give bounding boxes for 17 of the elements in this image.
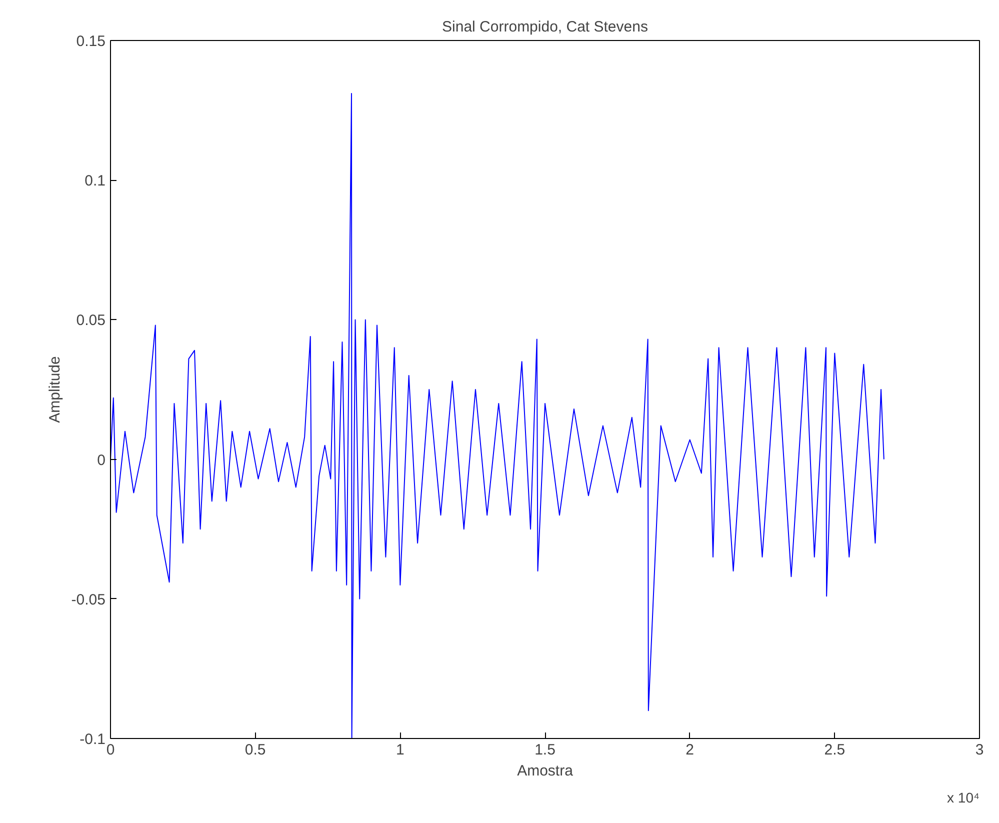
line-series [110,93,884,738]
chart-title: Sinal Corrompido, Cat Stevens [442,18,648,36]
y-tick-label: -0.1 [80,731,106,748]
x-tick-label: 1.5 [534,742,556,758]
x-tick-label: 2 [686,742,694,758]
x-tick-label: 2.5 [824,742,846,758]
x-tick-label: 0.5 [244,742,266,758]
x-tick-label: 3 [975,742,984,758]
y-tick-label: 0.1 [84,172,106,190]
y-tick-label: -0.05 [71,591,106,608]
x-axis-title: Amostra [517,762,574,780]
y-tick-label: 0 [97,452,106,469]
text: x 10⁴ [947,790,980,806]
y-tick-label: 0.05 [76,312,106,330]
y-tick-label: 0.15 [76,33,106,50]
x-tick-label: 1 [396,742,404,758]
y-axis-title: Amplitude [46,356,64,423]
